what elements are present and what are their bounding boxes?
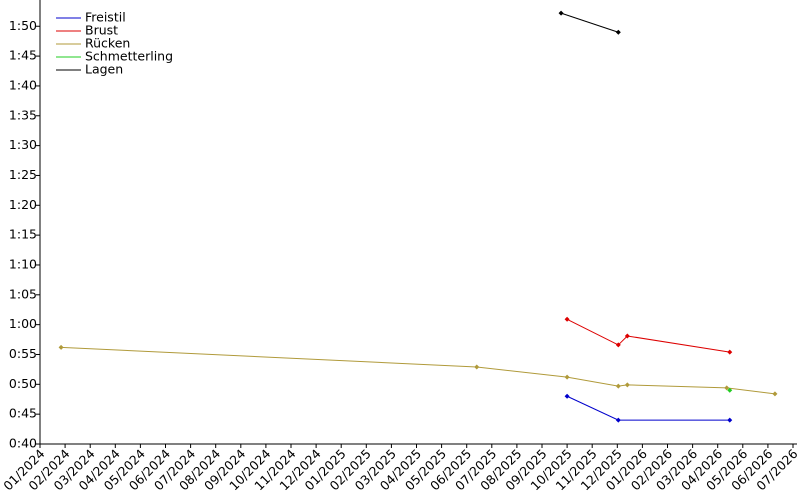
data-point (727, 417, 733, 423)
y-tick-label: 1:00 (9, 316, 37, 331)
data-point (772, 391, 778, 397)
y-tick-label: 1:05 (9, 286, 37, 301)
series-line (560, 12, 619, 33)
y-tick-label: 1:35 (9, 107, 37, 122)
data-point (564, 374, 570, 380)
legend-label: Brust (85, 23, 118, 38)
data-point (615, 383, 621, 389)
y-tick-label: 1:25 (9, 167, 37, 182)
y-tick-label: 0:50 (9, 376, 37, 391)
y-tick-label: 1:10 (9, 256, 37, 271)
y-tick-label: 1:50 (9, 18, 37, 33)
legend-label: Schmetterling (85, 49, 173, 64)
y-tick-label: 1:40 (9, 77, 37, 92)
data-point (558, 10, 564, 16)
y-tick-label: 0:40 (9, 436, 37, 451)
y-tick-label: 1:15 (9, 227, 37, 242)
data-point (624, 382, 630, 388)
data-point (564, 393, 570, 399)
data-point (615, 29, 621, 35)
legend-label: Lagen (85, 62, 123, 77)
legend-label: Freistil (85, 10, 126, 25)
legend-label: Rücken (85, 36, 130, 51)
y-tick-label: 0:45 (9, 406, 37, 421)
y-tick-label: 1:20 (9, 197, 37, 212)
data-point (727, 349, 733, 355)
data-point (624, 333, 630, 339)
y-tick-label: 1:30 (9, 137, 37, 152)
y-tick-label: 1:45 (9, 48, 37, 63)
data-point (615, 342, 621, 348)
data-point (724, 385, 730, 391)
data-point (727, 387, 733, 393)
y-tick-label: 0:55 (9, 346, 37, 361)
series-line (566, 318, 730, 353)
data-point (474, 364, 480, 370)
data-point (58, 344, 64, 350)
data-point (564, 316, 570, 322)
data-point (615, 417, 621, 423)
series-line (566, 395, 730, 421)
series-line (61, 346, 775, 395)
